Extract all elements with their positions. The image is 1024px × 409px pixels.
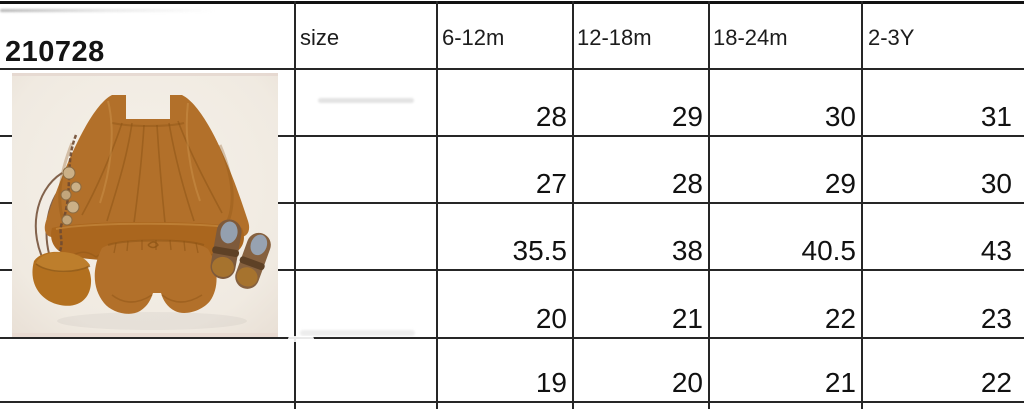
table-cell[interactable]: 38 [671, 235, 703, 266]
table-border-bottom [0, 401, 1024, 403]
column-divider [436, 1, 438, 409]
shoe-right [235, 232, 271, 289]
row-divider [0, 135, 1024, 137]
row-divider [0, 269, 1024, 271]
row-divider [0, 202, 1024, 204]
table-cell[interactable]: 20 [535, 303, 567, 334]
column-header-2-3y[interactable]: 2-3Y [868, 25, 915, 50]
table-cell[interactable]: 30 [824, 101, 856, 132]
table-cell[interactable]: 23 [980, 303, 1012, 334]
column-divider [861, 1, 863, 409]
row-divider [0, 337, 1024, 339]
table-cell[interactable]: 28 [535, 101, 567, 132]
table-cell[interactable]: 21 [824, 367, 856, 398]
row-label-cell[interactable] [296, 137, 435, 202]
table-cell[interactable]: 29 [824, 168, 856, 199]
column-header-12-18m[interactable]: 12-18m [577, 25, 652, 50]
whiteout-smudge [300, 330, 415, 336]
row-label-cell[interactable] [296, 204, 435, 269]
product-photo-illustration [12, 73, 278, 337]
row-label-cell[interactable] [296, 271, 435, 337]
whiteout-smudge [0, 9, 215, 12]
table-cell[interactable]: 30 [980, 168, 1012, 199]
row-divider [0, 68, 1024, 70]
table-cell[interactable]: 19 [535, 367, 567, 398]
table-cell[interactable]: 22 [980, 367, 1012, 398]
table-cell[interactable]: 31 [980, 101, 1012, 132]
table-cell[interactable]: 35.5 [512, 235, 568, 266]
column-divider [708, 1, 710, 409]
column-header-6-12m[interactable]: 6-12m [442, 25, 505, 50]
table-cell[interactable]: 28 [671, 168, 703, 199]
column-divider [572, 1, 574, 409]
column-header-18-24m[interactable]: 18-24m [713, 25, 788, 50]
column-divider [294, 1, 296, 409]
table-cell[interactable]: 27 [535, 168, 567, 199]
shoe-left [210, 219, 242, 279]
column-header-size[interactable]: size [300, 25, 340, 50]
product-photo[interactable] [12, 73, 278, 337]
table-cell[interactable]: 29 [671, 101, 703, 132]
row-label-cell[interactable] [296, 70, 435, 135]
table-cell[interactable]: 43 [980, 235, 1012, 266]
table-cell[interactable]: 40.5 [801, 235, 857, 266]
table-cell[interactable]: 20 [671, 367, 703, 398]
product-code-cell[interactable]: 210728 [5, 36, 105, 68]
row-label-cell[interactable] [296, 339, 435, 401]
whiteout-smudge [288, 336, 314, 342]
table-border-top [0, 1, 1024, 4]
whiteout-smudge [318, 98, 414, 103]
table-cell[interactable]: 22 [824, 303, 856, 334]
table-cell[interactable]: 21 [671, 303, 703, 334]
